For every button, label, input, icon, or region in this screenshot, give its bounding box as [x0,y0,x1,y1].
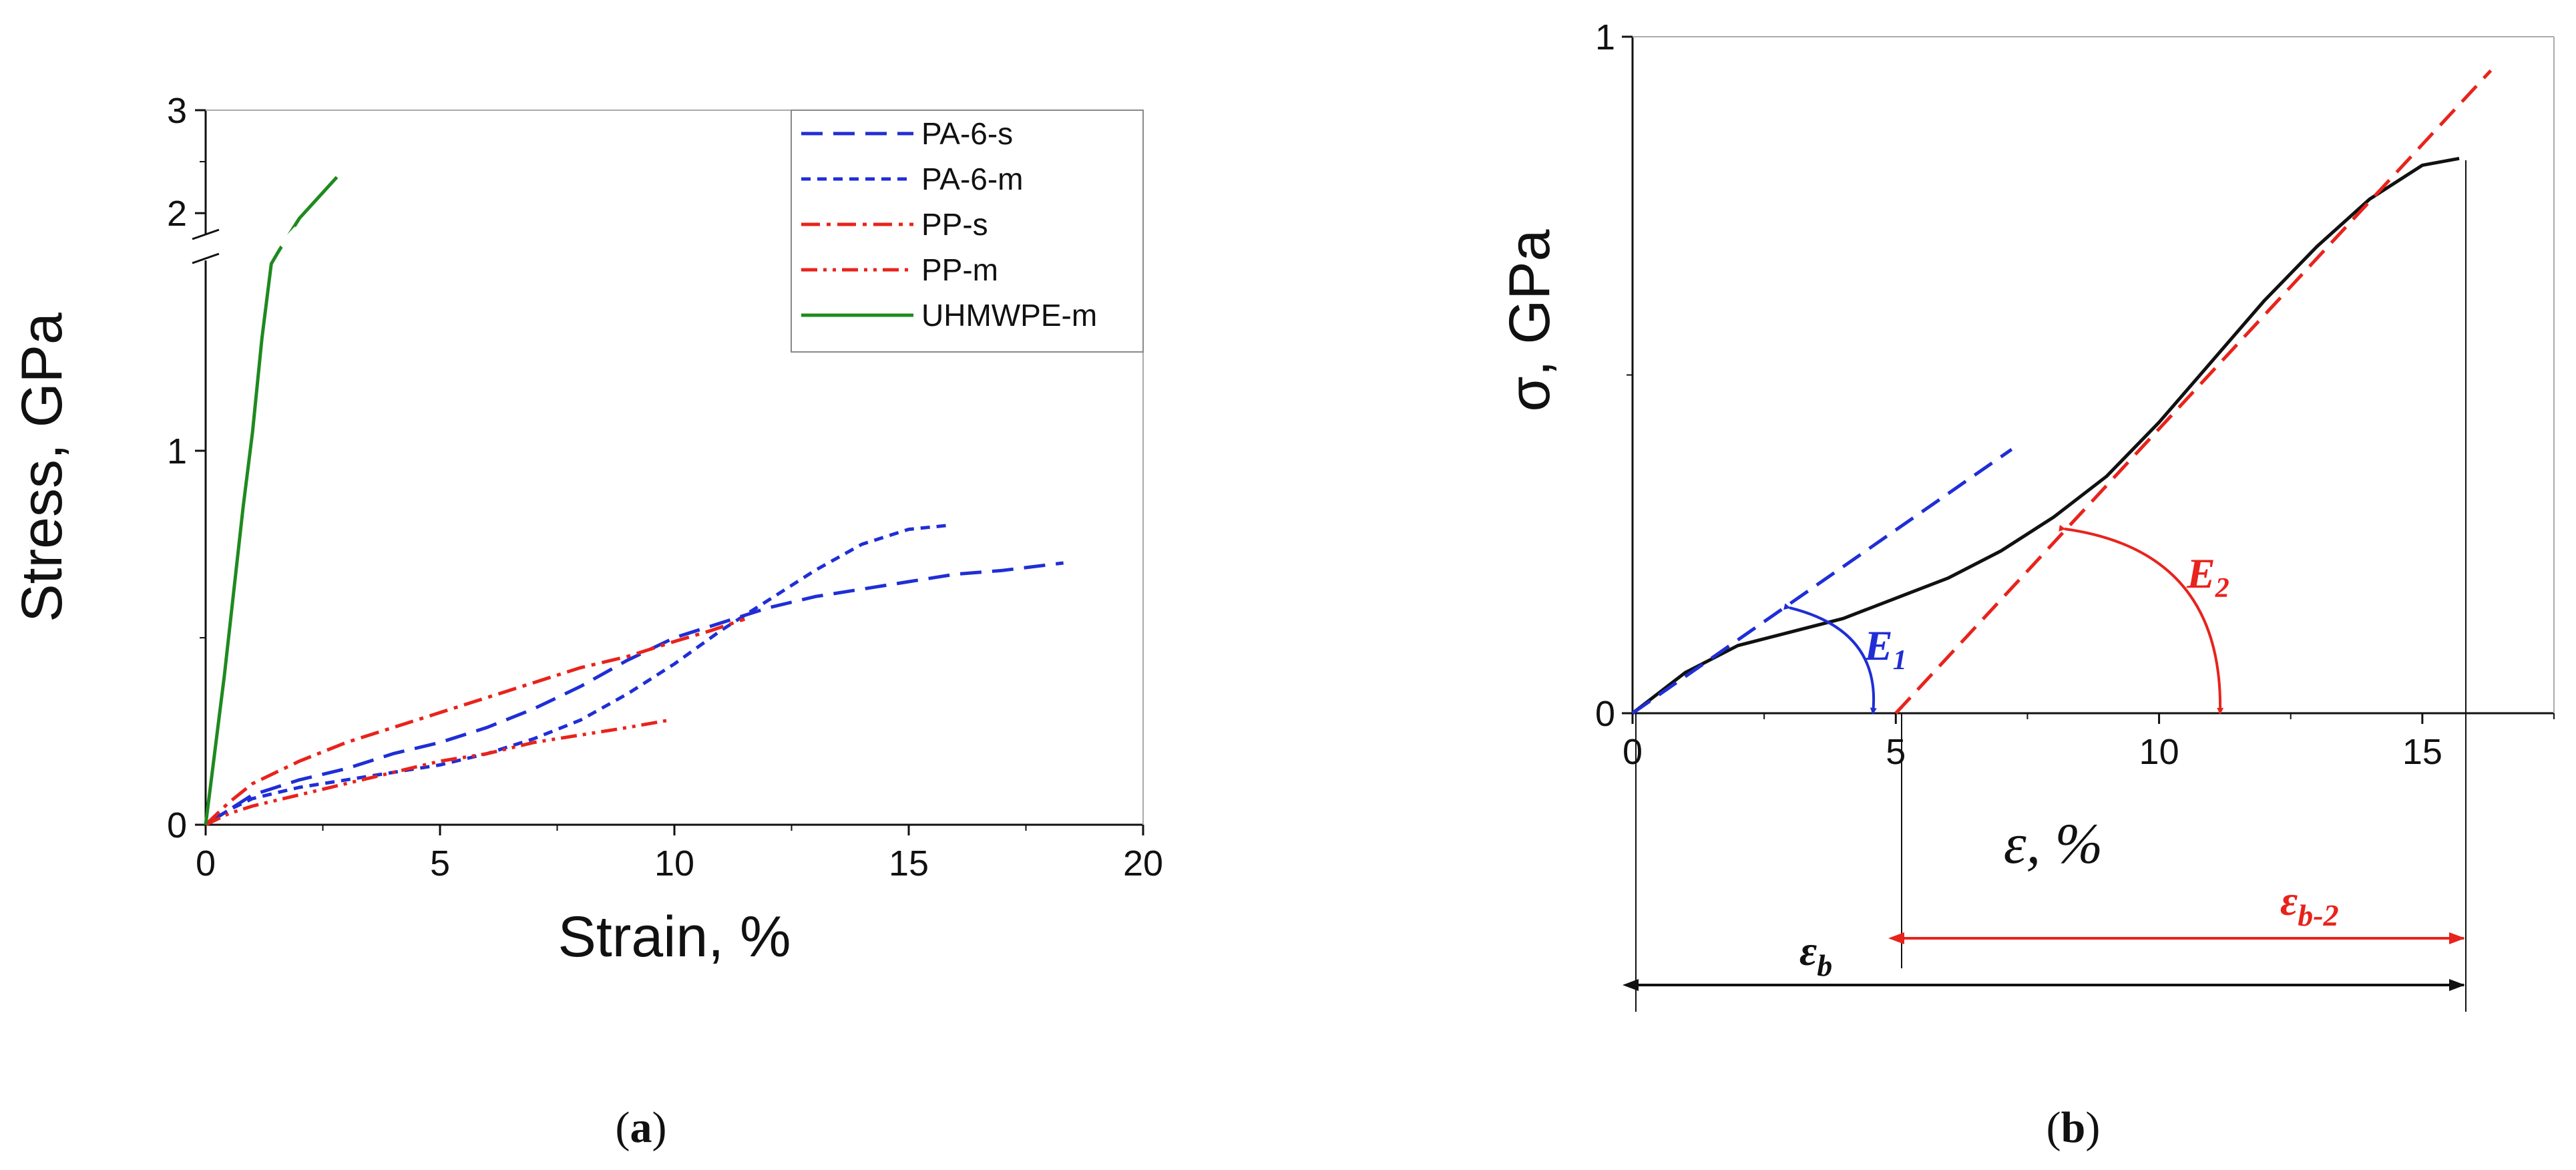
b-y-tick-label: 1 [1595,17,1615,57]
a-y-tick-label: 0 [167,805,187,845]
a-x-axis-label: Strain, % [558,905,791,969]
a-series-pp-m [204,718,670,827]
a-x-tick-label: 0 [196,843,216,884]
panel-a: 0 5 10 15 20 0 1 2 3 PA-6-s PA-6-m PP-s PP-m UHMWPE… [10,91,1163,1152]
a-x-ticks: 0 5 10 15 20 [196,825,1163,884]
a-y-tick-label: 3 [167,91,187,131]
a-x-tick-label: 10 [654,843,694,884]
a-y-ticks: 0 1 2 3 [167,91,206,845]
a-legend-label: PP-m [921,252,998,287]
a-axis-break-mark-top [192,228,220,240]
a-legend: PA-6-s PA-6-m PP-s PP-m UHMWPE-m [791,110,1144,353]
e2-angle-arc [2059,524,2224,715]
b-x-tick-label: 0 [1623,732,1643,772]
a-x-tick-label: 20 [1123,843,1163,884]
b-y-tick-label: 0 [1595,694,1615,734]
a-panel-letter: a [630,1103,652,1152]
b-x-ticks: 0 5 10 15 [1623,713,2555,772]
b-x-tick-label: 10 [2139,732,2179,772]
eps-b2-label: εb-2 [2280,877,2339,932]
a-legend-label: PA-6-m [921,162,1024,196]
a-axis-break-mark-bottom [192,252,220,264]
a-panel-caption: (a) [616,1103,667,1152]
panel-b: 0 5 10 15 01 E1 E2 εb εb-2 ε, % σ, GPa (b) [1498,17,2555,1152]
a-legend-label: UHMWPE-m [921,298,1097,333]
e1-angle-arc [1783,603,1877,715]
b-x-axis-label: ε, % [2004,811,2103,875]
a-legend-label: PA-6-s [921,116,1013,151]
a-series-pa-6-m [204,524,947,827]
a-y-axis-label: Stress, GPa [10,313,74,622]
eps-b-label: εb [1799,927,1832,982]
b-y-axis-label: σ, GPa [1498,229,1562,411]
b-x-tick-label: 5 [1886,732,1906,772]
a-y-tick-label: 2 [167,194,187,234]
a-x-tick-label: 15 [889,843,929,884]
a-series-group [204,176,1064,827]
a-series-pa-6-s [204,561,1064,827]
a-series-uhmwpe-m [204,176,339,825]
b-y-ticks: 01 [1595,17,1633,734]
b-series-group [1631,69,2493,715]
e2-label: E2 [2186,550,2229,604]
a-x-tick-label: 5 [430,843,450,884]
b-panel-letter: b [2061,1103,2086,1152]
a-legend-label: PP-s [921,207,988,242]
b-series-stress-strain-curve [1631,156,2460,715]
b-series-e1-tangent [1631,447,2013,715]
a-series-break-gap [278,226,300,248]
a-y-tick-label: 1 [167,431,187,471]
b-x-tick-label: 15 [2402,732,2442,772]
a-legend-box [791,110,1144,353]
b-series-e2-tangent [1894,69,2493,715]
b-panel-caption: (b) [2047,1103,2101,1152]
e1-label: E1 [1864,622,1907,676]
